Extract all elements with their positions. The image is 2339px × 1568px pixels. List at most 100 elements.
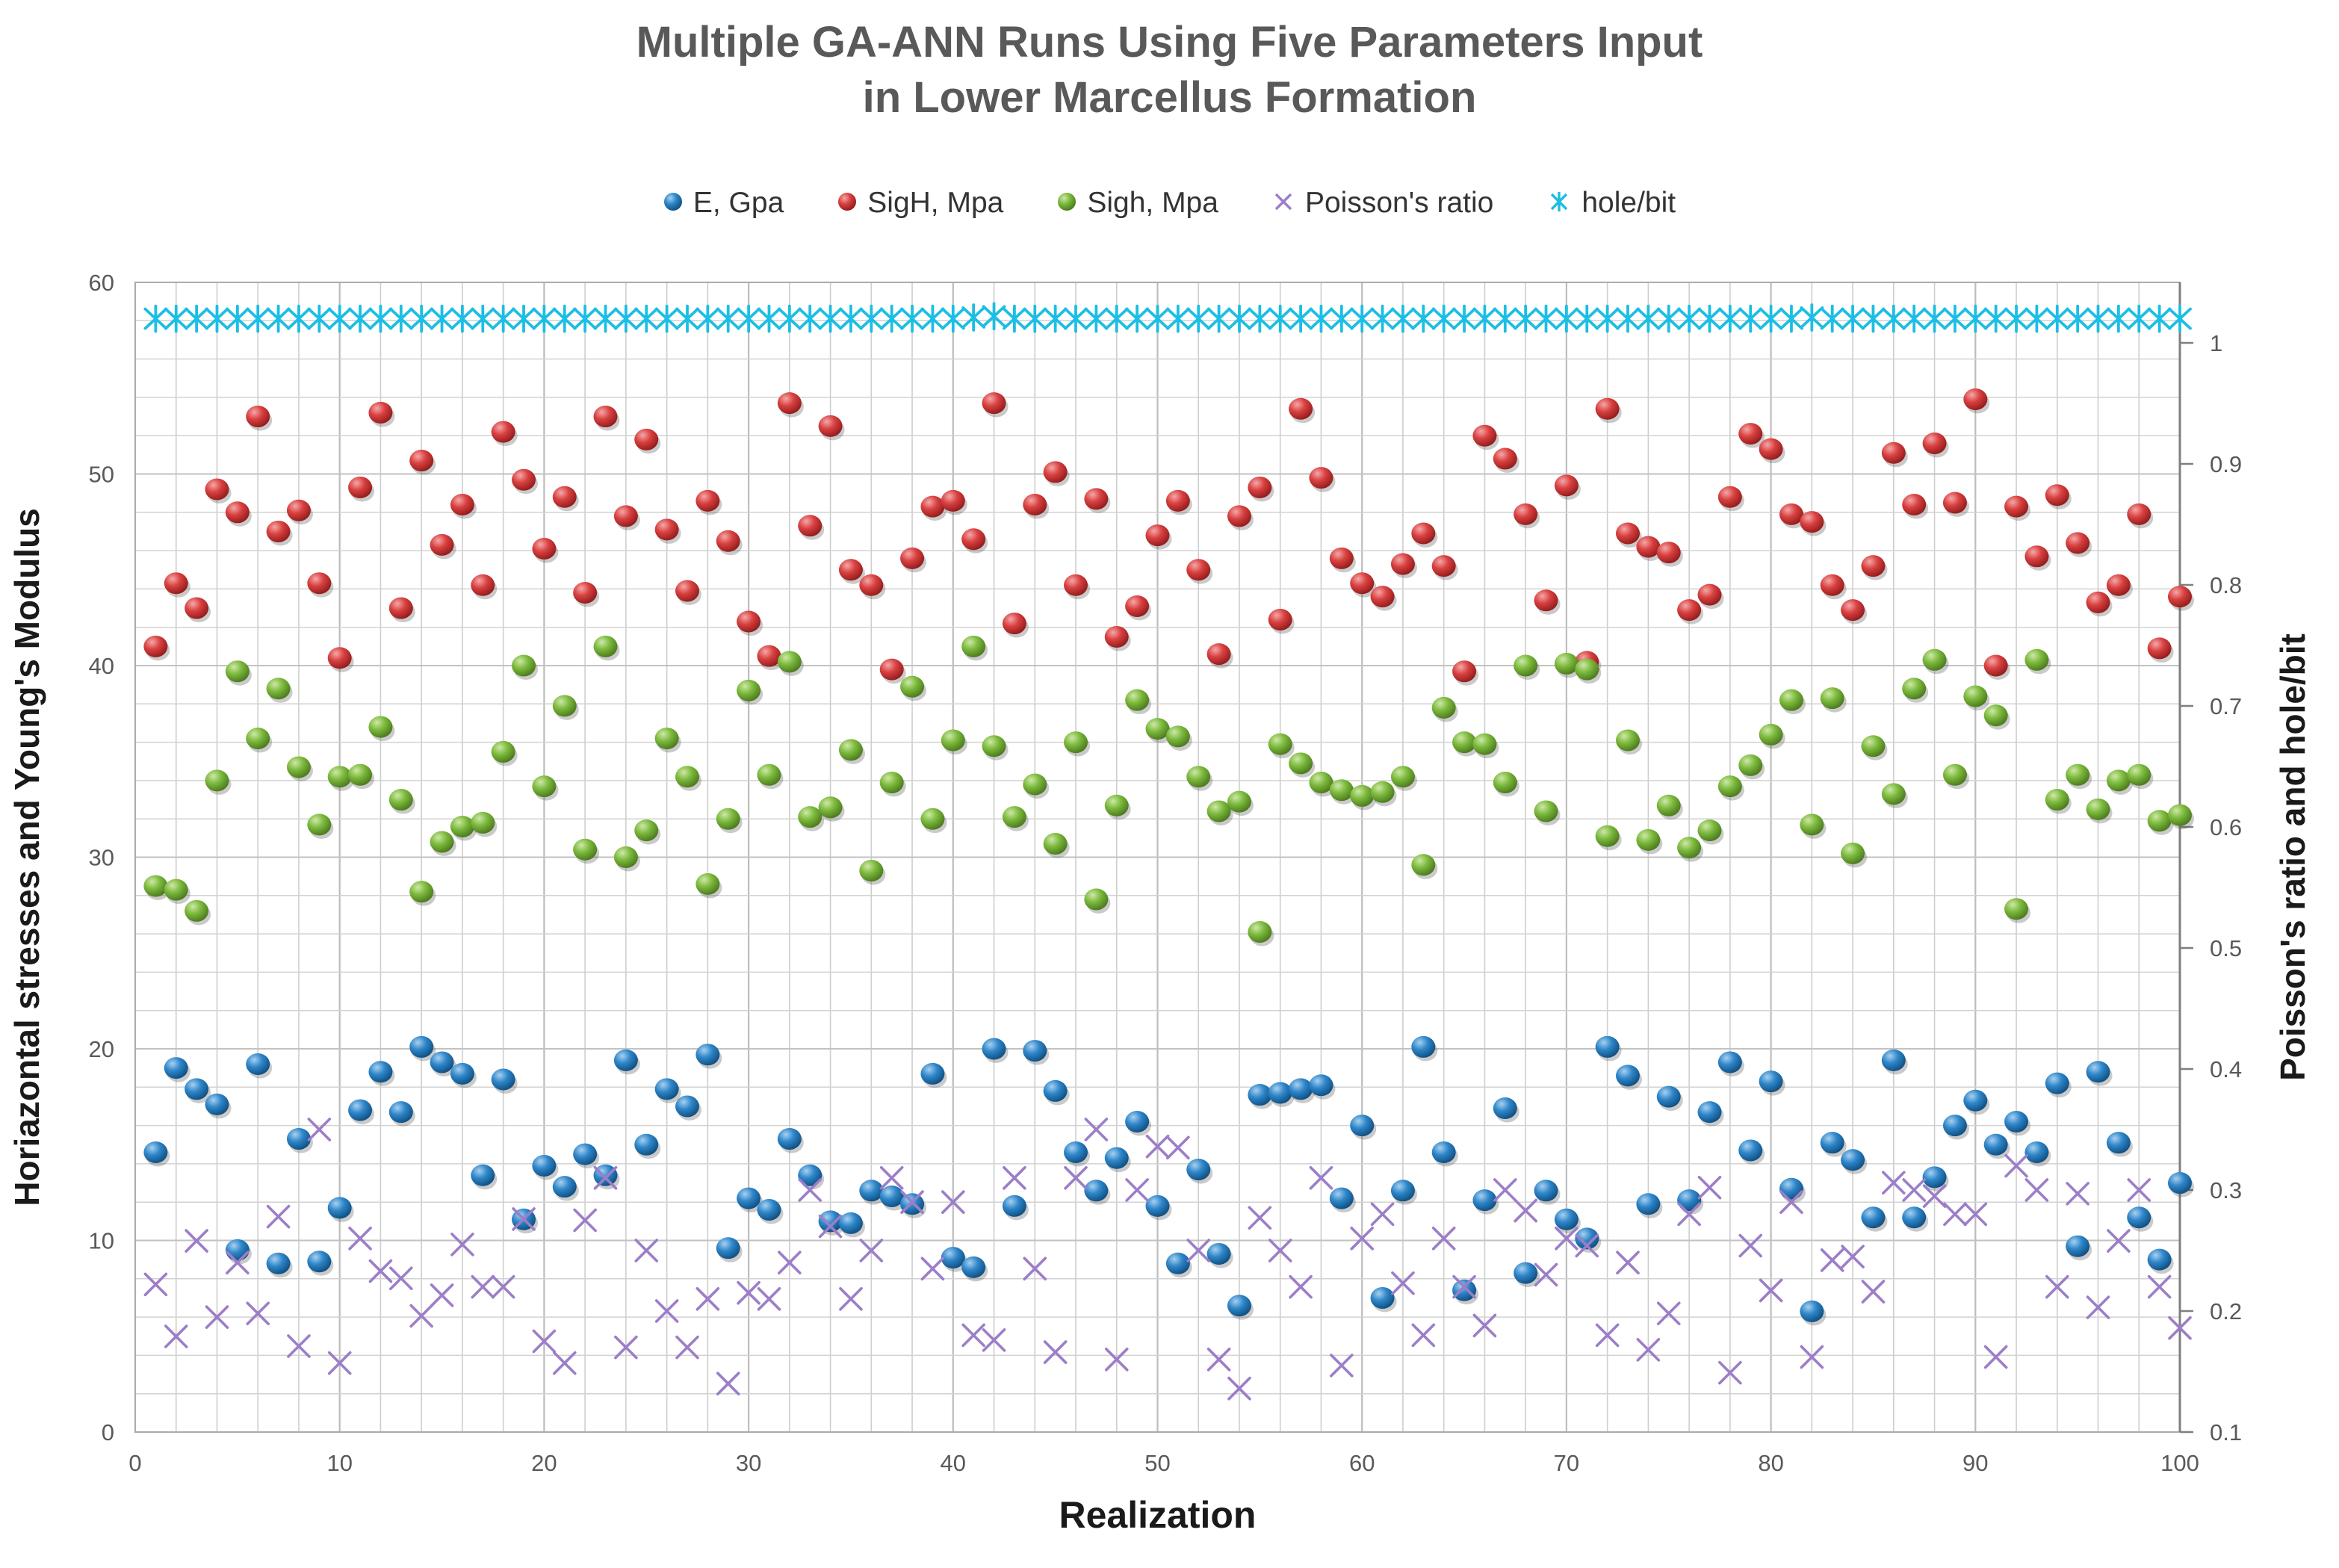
data-point (1431, 555, 1456, 577)
data-point (164, 1057, 188, 1079)
data-point (1431, 1227, 1456, 1251)
data-point (532, 304, 557, 333)
data-point (1248, 304, 1272, 333)
data-point (2024, 1178, 2049, 1202)
data-point (1329, 1187, 1354, 1209)
data-point (2004, 898, 2029, 920)
data-point (1963, 388, 1988, 410)
data-point (1248, 1206, 1272, 1230)
data-point (1759, 304, 1783, 333)
data-point (1595, 304, 1620, 333)
data-point (1636, 536, 1661, 558)
data-point (1861, 1280, 1886, 1304)
data-point (982, 1038, 1006, 1060)
data-point (593, 1166, 618, 1190)
data-point (634, 1133, 659, 1156)
data-point (1350, 572, 1375, 595)
data-point (388, 597, 413, 619)
data-point (1800, 511, 1824, 533)
data-point (1841, 304, 1865, 333)
x-axis-tick-label: 30 (736, 1450, 761, 1476)
data-point (552, 304, 577, 333)
data-point (205, 478, 229, 501)
data-point (1472, 304, 1497, 333)
data-point (2147, 304, 2172, 333)
data-point (1514, 1198, 1537, 1223)
data-point (409, 881, 434, 903)
data-point (716, 808, 740, 830)
data-point (1656, 542, 1681, 564)
data-point (450, 494, 474, 516)
data-point (450, 1062, 474, 1085)
data-point (1717, 486, 1742, 508)
data-point (205, 1305, 229, 1329)
data-point (2086, 1061, 2110, 1083)
data-point (737, 610, 761, 633)
data-point (1595, 1323, 1620, 1348)
data-point (286, 756, 311, 778)
data-point (226, 1251, 250, 1274)
data-point (1370, 781, 1395, 803)
data-point (1861, 304, 1886, 333)
data-point (1104, 1147, 1129, 1169)
x-axis-tick-label: 40 (941, 1450, 966, 1476)
data-point (327, 647, 352, 669)
data-point (491, 304, 515, 333)
data-point (368, 304, 393, 333)
data-point (532, 1329, 557, 1354)
data-point (1003, 304, 1026, 333)
legend: E, Gpa SigH, Mpa Sigh, Mpa Poisson's rat… (0, 187, 2339, 220)
data-point (185, 1229, 208, 1253)
data-point (1595, 397, 1620, 420)
data-point (1472, 733, 1497, 755)
data-point (327, 1351, 352, 1375)
data-point (1759, 1278, 1783, 1303)
data-point (1983, 654, 2008, 677)
data-point (1023, 304, 1047, 333)
data-point (716, 1372, 740, 1395)
data-point (1779, 1177, 1803, 1200)
data-point (1677, 1202, 1701, 1227)
data-point (900, 547, 925, 569)
data-point (1145, 1134, 1170, 1159)
data-point (1963, 1202, 1988, 1227)
axis-labels: 01020304050600.10.20.30.40.50.60.70.80.9… (7, 270, 2312, 1536)
data-point (879, 1166, 904, 1190)
data-point (1329, 547, 1354, 569)
data-point (1227, 304, 1251, 333)
data-point (818, 415, 843, 437)
data-point (695, 489, 720, 512)
x-axis-tick-label: 100 (2160, 1450, 2199, 1476)
data-point (1616, 522, 1641, 545)
data-point (1431, 696, 1456, 719)
x-axis-tick-label: 80 (1758, 1450, 1783, 1476)
right-axis-tick-label: 0.4 (2210, 1056, 2242, 1082)
data-point (2024, 304, 2049, 333)
data-point (1104, 626, 1129, 648)
data-point (430, 1283, 454, 1307)
data-point (737, 304, 760, 333)
data-point (2045, 484, 2069, 506)
data-point (286, 499, 311, 521)
data-point (1820, 687, 1844, 710)
right-axis-tick-label: 0.3 (2210, 1177, 2242, 1203)
data-point (1922, 1184, 1947, 1208)
data-point (491, 421, 515, 443)
data-point (471, 1274, 495, 1299)
data-point (798, 1178, 822, 1202)
data-point (941, 304, 965, 333)
data-point (818, 304, 843, 333)
data-point (777, 651, 802, 673)
left-axis-tick-label: 30 (89, 845, 114, 871)
data-point (941, 729, 965, 752)
data-point (573, 1143, 598, 1165)
data-point (1656, 1301, 1681, 1326)
data-point (1493, 304, 1517, 333)
data-point (961, 303, 986, 332)
data-point (266, 1252, 291, 1274)
data-point (1759, 1070, 1783, 1093)
right-axis-tick-label: 0.8 (2210, 572, 2242, 598)
data-point (450, 815, 474, 837)
data-point (1902, 678, 1927, 700)
